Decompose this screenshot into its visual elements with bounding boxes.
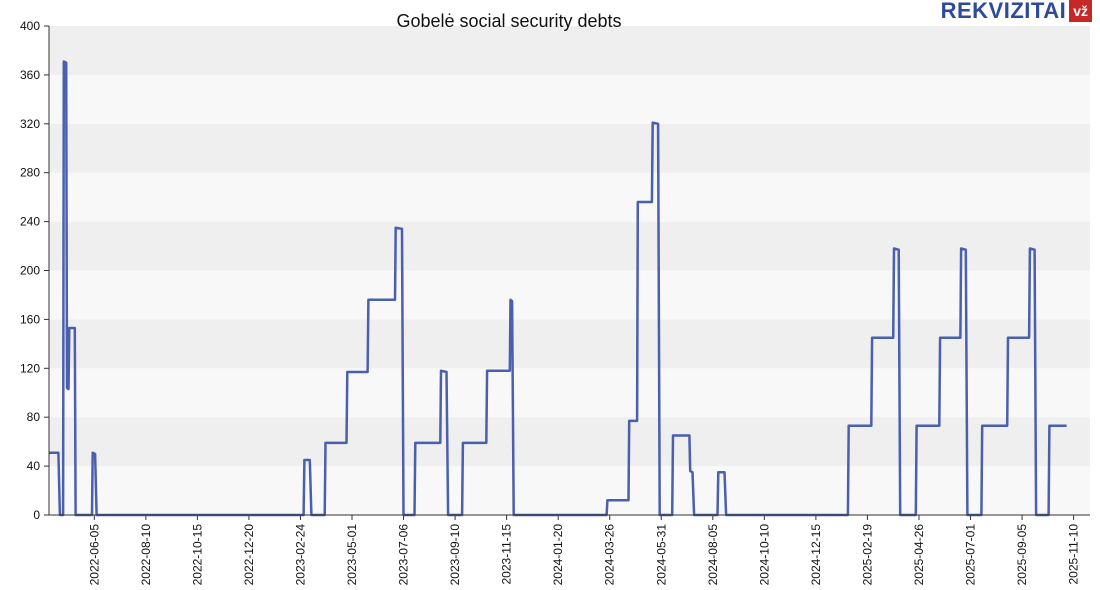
x-tick-label: 2025-09-05 <box>1015 524 1029 586</box>
y-tick-label: 200 <box>20 264 40 278</box>
x-tick-label: 2025-02-19 <box>860 524 874 586</box>
x-axis: 2022-06-05 2022-08-10 2022-10-15 2022-12-20… <box>87 515 1081 586</box>
x-tick-label: 2023-05-01 <box>345 524 359 586</box>
y-tick-label: 0 <box>33 508 40 522</box>
y-tick-label: 40 <box>27 459 41 473</box>
y-tick-label: 160 <box>20 312 40 326</box>
brand-logo: REKVIZITAI vž <box>941 0 1092 22</box>
grid-band <box>49 368 1090 418</box>
y-tick-label: 280 <box>20 166 40 180</box>
y-tick-label: 240 <box>20 215 40 229</box>
grid-band <box>49 26 1090 75</box>
grid-bands <box>49 26 1090 515</box>
x-tick-label: 2025-11-10 <box>1067 524 1081 585</box>
x-tick-label: 2024-01-20 <box>551 524 565 586</box>
x-tick-label: 2022-12-20 <box>242 524 256 586</box>
x-tick-label: 2024-12-15 <box>809 524 823 586</box>
y-axis: 0 40 80 120 160 200 240 280 320 360 400 <box>20 19 49 522</box>
y-tick-label: 400 <box>20 19 40 33</box>
x-tick-label: 2024-08-05 <box>706 524 720 586</box>
logo-text: REKVIZITAI <box>940 0 1067 23</box>
y-tick-label: 360 <box>20 68 40 82</box>
grid-band <box>49 172 1090 222</box>
x-tick-label: 2025-04-26 <box>912 524 926 586</box>
x-tick-label: 2025-07-01 <box>964 524 978 586</box>
x-tick-label: 2022-08-10 <box>139 524 153 586</box>
grid-band <box>49 221 1090 271</box>
x-tick-label: 2023-02-24 <box>293 524 307 586</box>
x-tick-label: 2023-11-15 <box>500 524 514 585</box>
x-tick-label: 2024-03-26 <box>603 524 617 586</box>
y-tick-label: 120 <box>20 361 40 375</box>
x-tick-label: 2024-05-31 <box>654 524 668 586</box>
x-tick-label: 2022-06-05 <box>87 524 101 586</box>
y-tick-label: 320 <box>20 117 40 131</box>
grid-band <box>49 74 1090 124</box>
grid-band <box>49 466 1090 515</box>
logo-badge: vž <box>1069 0 1092 22</box>
x-tick-label: 2024-10-10 <box>757 524 771 586</box>
y-tick-label: 80 <box>27 410 41 424</box>
grid-band <box>49 123 1090 173</box>
grid-band <box>49 270 1090 320</box>
x-tick-label: 2023-07-06 <box>397 524 411 586</box>
grid-band <box>49 417 1090 467</box>
grid-band <box>49 319 1090 369</box>
chart-title: Gobelė social security debts <box>396 11 622 31</box>
x-tick-label: 2022-10-15 <box>190 524 204 586</box>
x-tick-label: 2023-09-10 <box>448 524 462 586</box>
